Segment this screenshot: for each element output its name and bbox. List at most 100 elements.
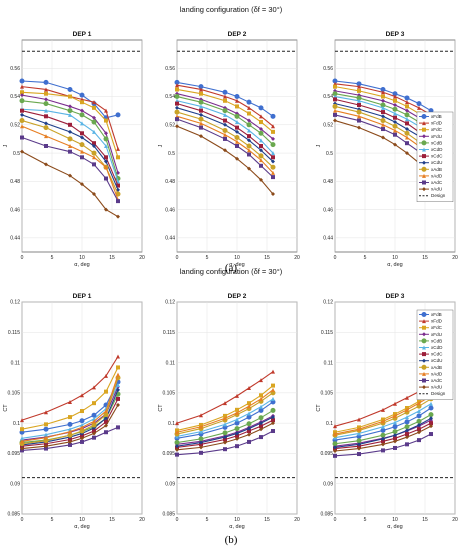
data-point bbox=[421, 166, 427, 172]
data-point bbox=[393, 115, 397, 120]
data-point bbox=[67, 432, 73, 438]
y-tick-label: 0.56 bbox=[10, 66, 20, 72]
data-point bbox=[405, 100, 409, 105]
y-tick-label: 0.09 bbox=[165, 481, 175, 487]
data-point bbox=[381, 439, 385, 444]
data-point bbox=[199, 121, 203, 126]
data-point bbox=[381, 122, 385, 127]
y-tick-label: 0.46 bbox=[165, 207, 175, 213]
y-tick-label: 0.56 bbox=[165, 66, 175, 72]
data-point bbox=[235, 98, 239, 103]
data-point bbox=[421, 140, 427, 146]
data-point bbox=[235, 436, 239, 441]
data-point bbox=[271, 418, 275, 423]
x-tick-label: 0 bbox=[21, 255, 24, 261]
data-point bbox=[259, 427, 263, 432]
series-xCdB bbox=[174, 94, 276, 148]
data-point bbox=[417, 422, 421, 427]
data-point bbox=[174, 109, 180, 115]
data-point bbox=[404, 95, 410, 101]
data-point bbox=[68, 104, 72, 109]
y-axis-label: J bbox=[316, 144, 322, 147]
x-tick-label: 10 bbox=[234, 255, 240, 261]
data-point bbox=[259, 158, 263, 163]
data-point bbox=[80, 393, 84, 398]
y-tick-label: 0.085 bbox=[162, 512, 175, 518]
data-point bbox=[235, 104, 239, 109]
data-point bbox=[92, 419, 96, 424]
data-point bbox=[68, 437, 72, 442]
series-xAdD bbox=[20, 372, 120, 444]
data-point bbox=[104, 409, 108, 414]
y-tick-label: 0.1 bbox=[326, 421, 333, 427]
data-point bbox=[405, 435, 409, 440]
data-point bbox=[20, 418, 24, 423]
legend-entry: xCdU bbox=[431, 160, 443, 165]
data-point bbox=[44, 446, 48, 451]
data-point bbox=[393, 445, 397, 450]
data-point bbox=[199, 440, 203, 445]
data-point bbox=[357, 452, 361, 457]
series-xFdD bbox=[175, 83, 275, 129]
data-point bbox=[381, 114, 385, 119]
data-point bbox=[271, 151, 275, 156]
data-point bbox=[43, 426, 49, 432]
series-xAdU bbox=[175, 124, 275, 197]
data-point bbox=[79, 142, 85, 148]
y-tick-label: 0.44 bbox=[10, 236, 20, 242]
data-point bbox=[422, 332, 426, 337]
data-point bbox=[44, 114, 48, 119]
data-point bbox=[104, 131, 108, 136]
data-point bbox=[270, 142, 276, 148]
data-point bbox=[271, 369, 275, 374]
data-point bbox=[44, 432, 48, 437]
data-point bbox=[417, 427, 421, 432]
data-point bbox=[333, 424, 337, 429]
data-point bbox=[235, 393, 239, 398]
data-point bbox=[80, 182, 84, 187]
data-point bbox=[258, 130, 264, 136]
data-point bbox=[333, 112, 337, 117]
data-point bbox=[381, 436, 385, 441]
x-axis-label: α, deg bbox=[74, 524, 89, 530]
data-point bbox=[116, 146, 120, 151]
x-axis-label: α, deg bbox=[229, 262, 244, 268]
data-point bbox=[104, 108, 108, 113]
data-point bbox=[235, 407, 239, 412]
y-tick-label: 0.54 bbox=[10, 94, 20, 100]
data-point bbox=[223, 413, 227, 418]
data-point bbox=[357, 98, 361, 103]
data-point bbox=[68, 427, 72, 432]
series-xFdB bbox=[174, 399, 276, 441]
data-point bbox=[199, 429, 203, 434]
data-point bbox=[223, 118, 227, 123]
x-tick-label: 0 bbox=[176, 255, 179, 261]
x-tick-label: 15 bbox=[264, 517, 270, 523]
data-point bbox=[247, 439, 251, 444]
legend-entry: xFdB bbox=[431, 114, 442, 119]
y-tick-label: 0.12 bbox=[165, 300, 175, 306]
y-tick-label: 0.48 bbox=[10, 179, 20, 185]
legend-entry: xFdU bbox=[431, 332, 442, 337]
legend-entry: xAdB bbox=[431, 167, 442, 172]
data-point bbox=[416, 413, 422, 419]
series-xCdU bbox=[175, 105, 275, 164]
y-tick-label: 0.105 bbox=[162, 391, 175, 397]
data-point bbox=[223, 94, 227, 99]
x-tick-label: 10 bbox=[234, 517, 240, 523]
data-point bbox=[80, 433, 84, 438]
series-xFdC bbox=[20, 90, 120, 160]
data-point bbox=[246, 122, 252, 128]
legend-entry: xAdU bbox=[431, 385, 442, 390]
data-point bbox=[381, 94, 385, 99]
data-point bbox=[381, 135, 385, 140]
data-point bbox=[271, 396, 275, 401]
data-point bbox=[393, 128, 397, 133]
data-point bbox=[198, 116, 204, 122]
data-point bbox=[20, 446, 24, 451]
series-xAdD bbox=[175, 387, 275, 435]
data-point bbox=[68, 112, 72, 117]
series-xAdU bbox=[175, 421, 275, 452]
data-point bbox=[80, 439, 84, 444]
